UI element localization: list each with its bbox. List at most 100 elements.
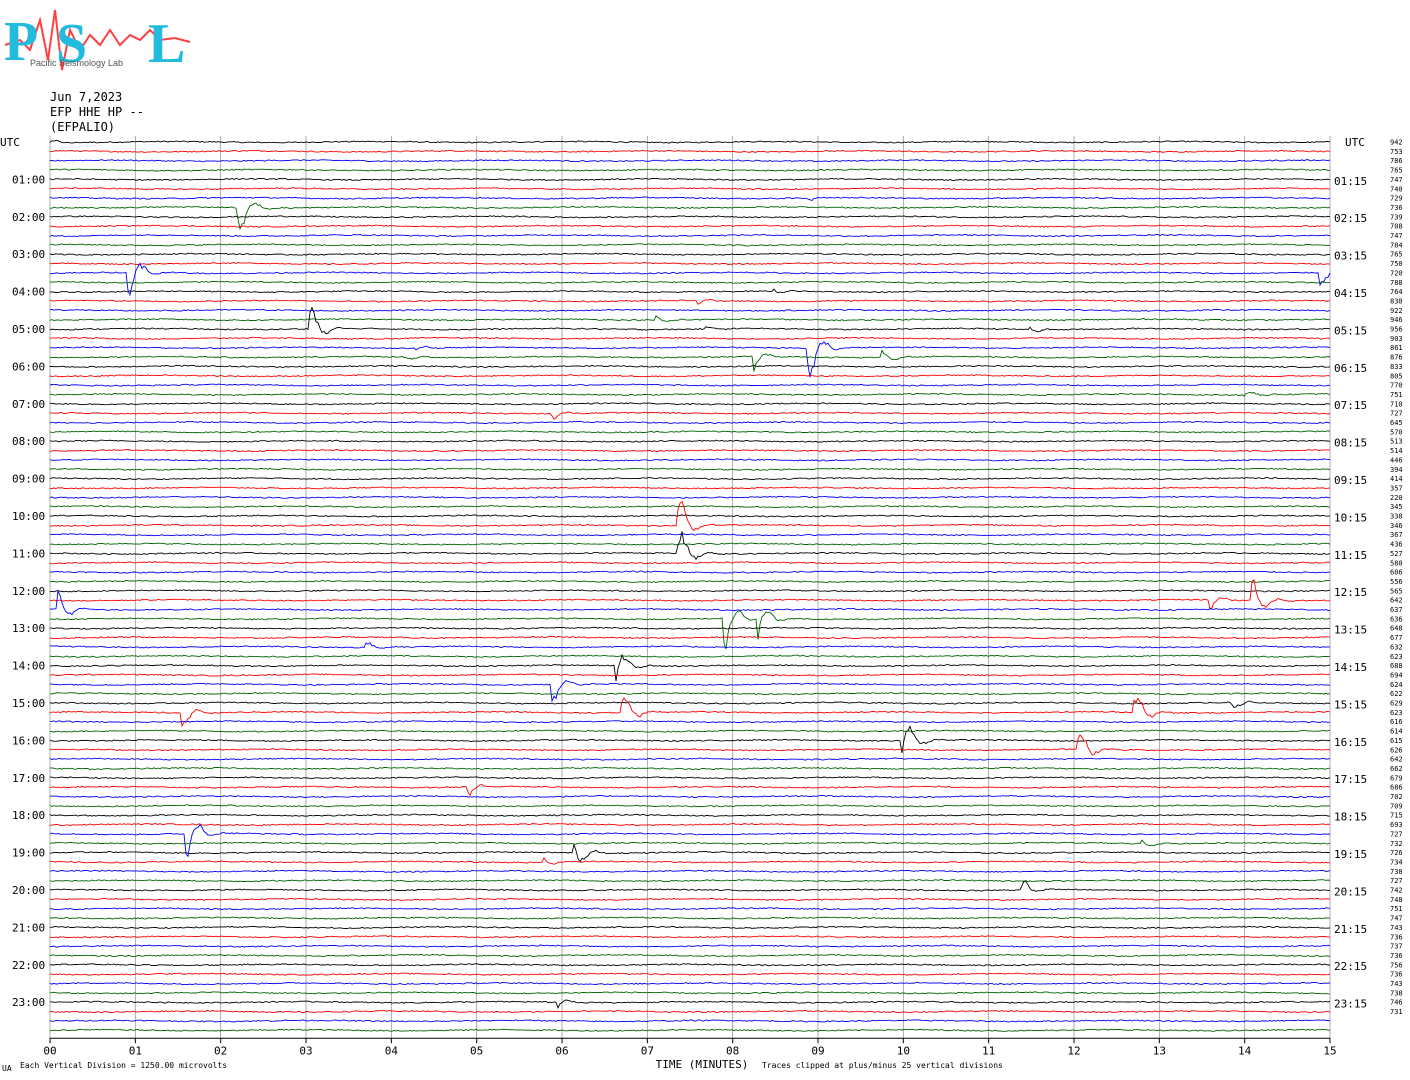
trace-row bbox=[49, 880, 1331, 892]
rms-value: 513 bbox=[1390, 438, 1403, 446]
left-hour-label: 16:00 bbox=[12, 734, 45, 747]
logo-letter-l: L bbox=[148, 13, 185, 75]
trace-row bbox=[49, 757, 1331, 761]
logo-seismogram bbox=[4, 9, 191, 71]
x-tick-label: 05 bbox=[470, 1044, 483, 1057]
rms-value: 446 bbox=[1390, 456, 1403, 464]
rms-value: 756 bbox=[1390, 961, 1403, 969]
left-hour-label: 15:00 bbox=[12, 697, 45, 710]
rms-value: 636 bbox=[1390, 615, 1403, 623]
rms-value: 742 bbox=[1390, 887, 1403, 895]
x-tick-label: 02 bbox=[214, 1044, 227, 1057]
logo-letter-p: P bbox=[4, 11, 38, 73]
rms-value: 942 bbox=[1390, 139, 1403, 147]
trace-row bbox=[50, 467, 1331, 471]
logo-letter-s: S bbox=[56, 13, 87, 75]
right-hour-label: 14:15 bbox=[1334, 661, 1367, 674]
left-hour-label: 22:00 bbox=[12, 959, 45, 972]
psl-logo: P S L Pacific Seismology Lab bbox=[4, 9, 191, 75]
rms-value: 747 bbox=[1390, 915, 1403, 923]
trace-row bbox=[49, 391, 1331, 397]
rms-value: 788 bbox=[1390, 279, 1403, 287]
rms-value: 765 bbox=[1390, 251, 1403, 259]
trace-row bbox=[49, 315, 1330, 322]
rms-value: 637 bbox=[1390, 606, 1403, 614]
x-tick-label: 08 bbox=[726, 1044, 739, 1057]
rms-value: 770 bbox=[1390, 382, 1403, 390]
trace-row bbox=[49, 476, 1331, 481]
rms-value: 876 bbox=[1390, 354, 1403, 362]
rms-value: 367 bbox=[1390, 531, 1403, 539]
right-hour-label: 06:15 bbox=[1334, 362, 1367, 375]
rms-value: 642 bbox=[1390, 756, 1403, 764]
rms-value: 570 bbox=[1390, 428, 1403, 436]
trace-row bbox=[49, 991, 1331, 995]
right-hour-label: 01:15 bbox=[1334, 175, 1367, 188]
rms-value: 751 bbox=[1390, 391, 1403, 399]
rms-value: 738 bbox=[1390, 868, 1403, 876]
rms-value: 732 bbox=[1390, 840, 1403, 848]
right-axis-title: UTC bbox=[1345, 136, 1365, 149]
trace-row bbox=[49, 139, 1331, 144]
x-tick-label: 04 bbox=[385, 1044, 399, 1057]
rms-value: 726 bbox=[1390, 849, 1403, 857]
rms-value: 709 bbox=[1390, 802, 1403, 810]
trace-row bbox=[49, 533, 1331, 537]
trace-row bbox=[49, 449, 1331, 453]
trace-row bbox=[49, 869, 1331, 873]
rms-value: 645 bbox=[1390, 419, 1403, 427]
trace-row bbox=[50, 692, 1331, 696]
trace-row bbox=[49, 679, 1331, 703]
right-hour-label: 08:15 bbox=[1334, 437, 1367, 450]
rms-value: 743 bbox=[1390, 924, 1403, 932]
trace-row bbox=[49, 907, 1331, 911]
rms-value: 436 bbox=[1390, 541, 1403, 549]
trace-row bbox=[49, 953, 1331, 957]
rms-value: 686 bbox=[1390, 784, 1403, 792]
rms-value: 623 bbox=[1390, 653, 1403, 661]
trace-row bbox=[49, 298, 1331, 305]
trace-row bbox=[49, 531, 1331, 561]
rms-value: 764 bbox=[1390, 288, 1403, 296]
x-axis-label: TIME (MINUTES) bbox=[656, 1058, 749, 1071]
header-site: (EFPALIO) bbox=[50, 120, 116, 134]
x-tick-label: 03 bbox=[299, 1044, 312, 1057]
trace-row bbox=[49, 578, 1331, 610]
rms-value: 629 bbox=[1390, 700, 1403, 708]
x-tick-label: 10 bbox=[897, 1044, 910, 1057]
rms-value: 677 bbox=[1390, 634, 1403, 642]
rms-value: 565 bbox=[1390, 587, 1403, 595]
rms-value: 729 bbox=[1390, 195, 1403, 203]
rms-value: 688 bbox=[1390, 662, 1403, 670]
trace-row bbox=[49, 579, 1331, 584]
footer-scale-note: Each Vertical Division = 1250.00 microvo… bbox=[20, 1061, 227, 1070]
right-hour-label: 16:15 bbox=[1334, 736, 1367, 749]
left-hour-label: 14:00 bbox=[12, 660, 45, 673]
rms-value: 414 bbox=[1390, 475, 1403, 483]
trace-row bbox=[49, 215, 1331, 219]
left-hour-label: 07:00 bbox=[12, 398, 45, 411]
trace-row bbox=[49, 561, 1331, 565]
trace-row bbox=[49, 776, 1331, 780]
trace-row bbox=[49, 963, 1331, 967]
rms-value: 805 bbox=[1390, 372, 1403, 380]
rms-value: 394 bbox=[1390, 466, 1403, 474]
trace-row bbox=[49, 374, 1331, 378]
trace-row bbox=[49, 514, 1331, 518]
x-tick-label: 09 bbox=[811, 1044, 824, 1057]
left-hour-label: 08:00 bbox=[12, 435, 45, 448]
trace-row bbox=[49, 897, 1331, 901]
rms-value: 346 bbox=[1390, 522, 1403, 530]
trace-row bbox=[49, 458, 1331, 462]
left-hour-label: 10:00 bbox=[12, 510, 45, 523]
trace-row bbox=[50, 999, 1331, 1009]
trace-row bbox=[49, 935, 1331, 939]
right-hour-label: 09:15 bbox=[1334, 474, 1367, 487]
trace-row bbox=[50, 159, 1331, 163]
rms-value: 784 bbox=[1390, 241, 1403, 249]
traces bbox=[49, 139, 1331, 1032]
trace-row bbox=[50, 725, 1331, 753]
right-hour-label: 13:15 bbox=[1334, 624, 1367, 637]
trace-row bbox=[49, 402, 1330, 406]
